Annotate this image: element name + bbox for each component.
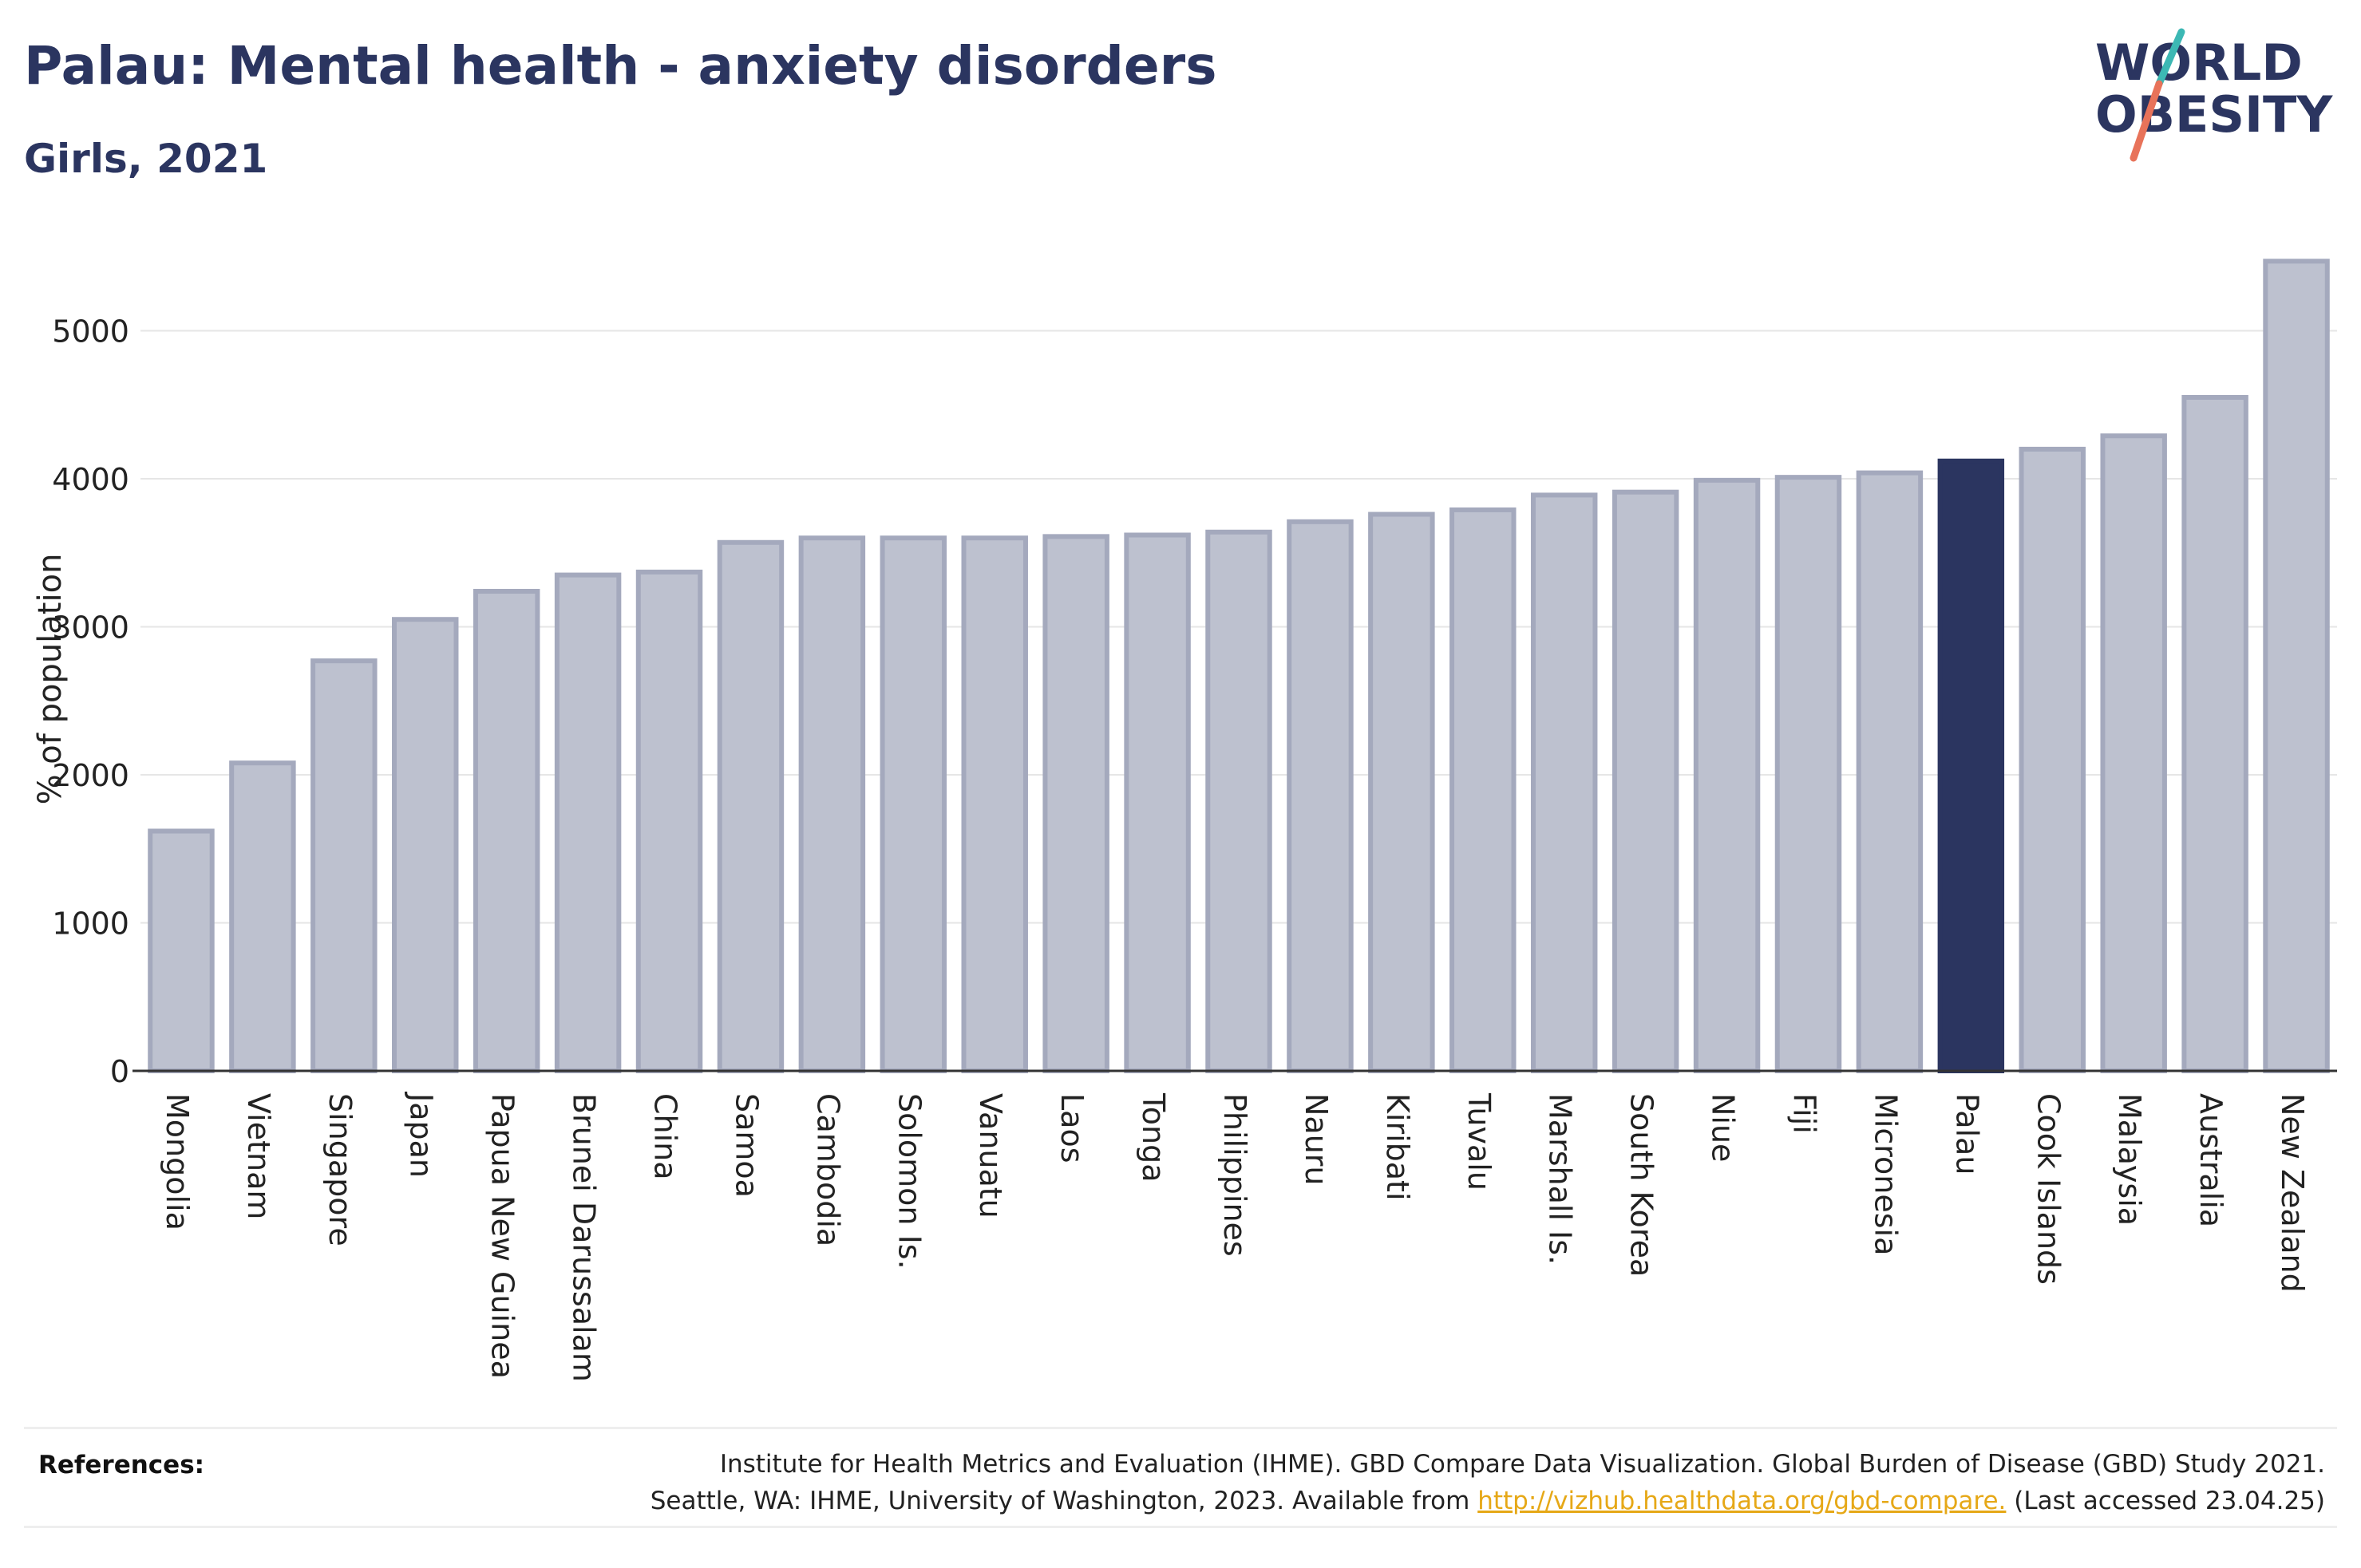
bar [1368, 511, 1435, 1073]
x-tick-label: Micronesia [1868, 1093, 1903, 1255]
x-tick-label: Malaysia [2112, 1093, 2147, 1226]
y-axis-label: % of population [32, 554, 69, 805]
x-tick-label: Niue [1706, 1093, 1741, 1162]
x-tick-label: Nauru [1299, 1093, 1334, 1186]
x-tick-label: China [648, 1093, 683, 1180]
bar [2100, 433, 2167, 1073]
bar [717, 539, 785, 1073]
logo-text-world: WORLD [2095, 34, 2303, 92]
x-tick-label: Mongolia [160, 1093, 195, 1230]
x-tick-label: Papua New Guinea [485, 1093, 520, 1379]
bar [148, 828, 215, 1073]
x-tick-label: South Korea [1624, 1093, 1659, 1277]
chart-subtitle: Girls, 2021 [24, 136, 268, 182]
reference-line-2-prefix: Seattle, WA: IHME, University of Washing… [650, 1487, 1478, 1515]
x-tick-label: Palau [1949, 1093, 1984, 1175]
logo-slash-coral [2130, 80, 2163, 162]
bars [148, 259, 2330, 1074]
references-top-divider [24, 1427, 2337, 1429]
references-bottom-divider [24, 1526, 2337, 1528]
reference-line-1: Institute for Health Metrics and Evaluat… [719, 1450, 2325, 1479]
y-tick-label: 4000 [52, 462, 129, 497]
x-tick-label: Cambodia [810, 1093, 845, 1246]
x-tick-label: Philippines [1217, 1093, 1252, 1257]
reference-link[interactable]: http://vizhub.healthdata.org/gbd-compare… [1477, 1487, 2007, 1515]
y-tick-label: 1000 [52, 906, 129, 942]
bar [554, 572, 622, 1073]
x-tick-label: Vietnam [241, 1093, 276, 1219]
y-tick-label: 5000 [52, 314, 129, 350]
x-tick-label: Samoa [729, 1093, 764, 1198]
bar [1612, 489, 1679, 1073]
bar [635, 569, 703, 1073]
bar [229, 760, 296, 1073]
bar [798, 535, 866, 1073]
x-tick-label: Australia [2193, 1093, 2229, 1227]
reference-line-2-suffix: (Last accessed 23.04.25) [2006, 1487, 2325, 1515]
y-tick-label: 2000 [52, 758, 129, 793]
bar [1693, 477, 1761, 1073]
x-tick-labels: Mongolia Vietnam Singapore Japan Papua New G… [160, 1092, 2310, 1382]
reference-line-2: Seattle, WA: IHME, University of Washing… [489, 1483, 2325, 1519]
bar [473, 588, 540, 1073]
bar [1449, 507, 1517, 1073]
x-tick-label: Solomon Is. [892, 1093, 927, 1270]
bar [1530, 492, 1598, 1073]
y-tick-label: 3000 [52, 610, 129, 646]
x-tick-label: Singapore [322, 1093, 358, 1246]
x-tick-label: Tonga [1136, 1092, 1171, 1183]
bar [392, 617, 459, 1073]
x-tick-label: New Zealand [2275, 1093, 2310, 1293]
x-tick-label: Tuvalu [1461, 1092, 1497, 1191]
bar [1287, 519, 1354, 1073]
y-tick-label: 0 [110, 1054, 129, 1089]
logo-slash-teal [2155, 28, 2185, 88]
bar [310, 658, 378, 1073]
logo-text-obesity: OBESITY [2095, 85, 2333, 144]
bar [1856, 470, 1924, 1073]
bar [2019, 446, 2086, 1073]
x-tick-label: Kiribati [1380, 1093, 1415, 1201]
bar [1124, 532, 1191, 1073]
x-tick-label: Japan [404, 1092, 439, 1178]
x-tick-label: Brunei Darussalam [567, 1093, 602, 1382]
references-label: References: [38, 1451, 205, 1479]
y-tick-labels: 0 1000 2000 3000 4000 5000 [52, 314, 129, 1090]
references-text: Institute for Health Metrics and Evaluat… [489, 1446, 2325, 1519]
x-tick-label: Laos [1054, 1093, 1090, 1163]
x-tick-label: Marshall Is. [1543, 1093, 1578, 1265]
x-tick-label: Fiji [1786, 1093, 1821, 1134]
world-obesity-logo: WORLD OBESITY [2095, 28, 2333, 162]
bar [1042, 534, 1109, 1073]
bar [2263, 259, 2330, 1073]
bar [1205, 529, 1272, 1073]
bar-highlighted [1937, 458, 2005, 1073]
chart-title: Palau: Mental health - anxiety disorders [24, 35, 1217, 97]
bar [880, 535, 947, 1073]
bar [1774, 475, 1842, 1073]
bar [2181, 394, 2248, 1074]
bar [961, 535, 1028, 1073]
x-tick-label: Vanuatu [973, 1093, 1008, 1218]
x-tick-label: Cook Islands [2031, 1093, 2066, 1285]
